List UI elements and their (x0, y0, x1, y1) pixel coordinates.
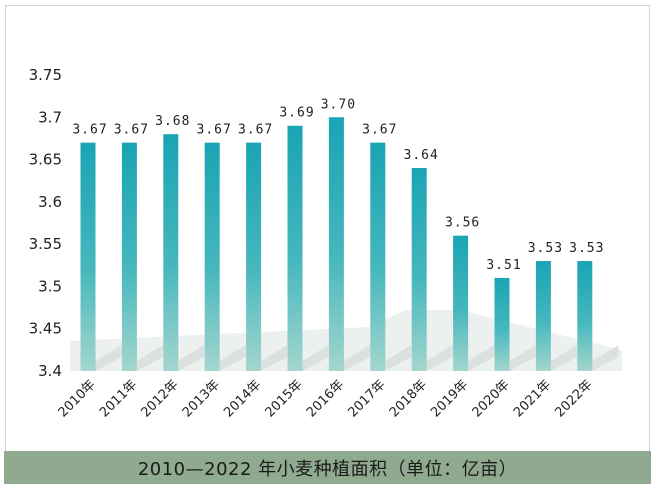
data-label: 3.67 (197, 123, 232, 138)
bar (246, 142, 262, 371)
data-label: 3.67 (114, 123, 149, 138)
x-tick-label: 2011年 (97, 377, 140, 420)
x-tick-label: 2018年 (387, 377, 430, 420)
data-label: 3.67 (362, 123, 397, 138)
chart-caption-bar: 2010—2022 年小麦种植面积（单位：亿亩） (4, 451, 651, 484)
bar-shadow (509, 345, 536, 371)
y-tick-label: 3.55 (29, 235, 62, 253)
chart-title: 2010—2022 年小麦种植面积（单位：亿亩） (137, 458, 518, 480)
y-tick-label: 3.75 (29, 66, 62, 84)
y-tick-label: 3.7 (38, 108, 62, 126)
bar (204, 142, 220, 371)
bar-shadow (302, 345, 329, 371)
bar (287, 125, 303, 371)
x-tick-label: 2010年 (56, 377, 99, 420)
bar (328, 117, 344, 372)
bar-shadow (219, 345, 246, 371)
data-label: 3.53 (528, 241, 563, 256)
bar-shadow (592, 345, 619, 371)
y-tick-label: 3.5 (38, 277, 62, 295)
data-label: 3.67 (238, 123, 273, 138)
bar-shadow (550, 345, 577, 371)
bar-shadow (95, 345, 122, 371)
bar (535, 261, 551, 371)
data-label: 3.67 (72, 123, 107, 138)
x-tick-label: 2016年 (304, 377, 347, 420)
data-label: 3.64 (404, 148, 439, 163)
bar-shadow (136, 345, 163, 371)
y-tick-label: 3.65 (29, 151, 62, 169)
bar (80, 142, 96, 371)
chart-frame (5, 5, 650, 480)
data-label: 3.68 (155, 114, 190, 129)
data-label: 3.53 (569, 241, 604, 256)
data-label: 3.69 (279, 106, 314, 121)
bar-shadow (178, 345, 205, 371)
bar (411, 168, 427, 371)
bar-shadow (343, 345, 370, 371)
x-tick-label: 2015年 (263, 377, 306, 420)
bar-shadow (261, 345, 288, 371)
bar (163, 134, 179, 371)
y-tick-label: 3.6 (38, 193, 62, 211)
x-tick-label: 2013年 (180, 377, 223, 420)
x-tick-label: 2022年 (552, 377, 595, 420)
bar (121, 142, 137, 371)
x-tick-label: 2017年 (345, 377, 388, 420)
x-tick-label: 2012年 (138, 377, 181, 420)
bar (494, 277, 510, 371)
bar (453, 235, 469, 371)
data-label: 3.70 (321, 97, 356, 112)
bar (370, 142, 386, 371)
bar-shadow (426, 345, 453, 371)
bar-shadow (468, 345, 495, 371)
bar-shadow (385, 345, 412, 371)
bar (577, 261, 593, 371)
x-tick-label: 2021年 (511, 377, 554, 420)
y-tick-label: 3.4 (38, 362, 62, 380)
x-tick-label: 2014年 (221, 377, 264, 420)
data-label: 3.51 (486, 258, 521, 273)
y-tick-label: 3.45 (29, 320, 62, 338)
x-tick-label: 2019年 (428, 377, 471, 420)
x-tick-label: 2020年 (470, 377, 513, 420)
data-label: 3.56 (445, 216, 480, 231)
